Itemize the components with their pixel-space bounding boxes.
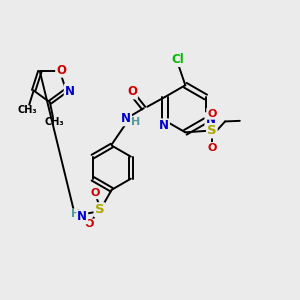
Text: O: O (56, 64, 66, 77)
Text: N: N (206, 113, 215, 126)
Text: Cl: Cl (171, 53, 184, 66)
Text: CH₃: CH₃ (18, 105, 38, 115)
Text: O: O (127, 85, 137, 98)
Text: N: N (121, 112, 131, 125)
Text: O: O (84, 220, 93, 230)
Text: H: H (70, 209, 80, 220)
Text: O: O (91, 188, 100, 198)
Text: H: H (131, 117, 140, 127)
Text: N: N (159, 119, 169, 132)
Text: S: S (207, 124, 217, 137)
Text: S: S (94, 203, 104, 216)
Text: O: O (207, 143, 217, 153)
Text: O: O (207, 109, 217, 119)
Text: N: N (65, 85, 75, 98)
Text: N: N (77, 210, 87, 223)
Text: CH₃: CH₃ (44, 117, 64, 127)
